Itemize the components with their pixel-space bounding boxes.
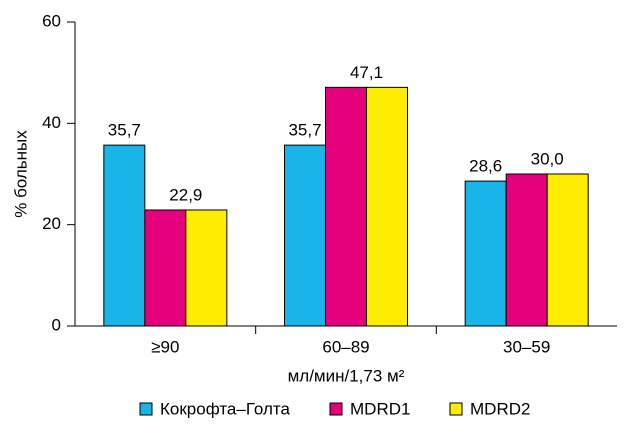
y-axis-label: % больных — [11, 130, 30, 218]
bar — [505, 173, 548, 327]
legend-label: Кокрофта–Голта — [160, 399, 290, 418]
bar — [284, 144, 326, 327]
value-label: 22,9 — [169, 185, 202, 204]
x-tick-label: 30–59 — [503, 337, 550, 356]
bar — [103, 144, 146, 327]
x-axis-label: мл/мин/1,73 м² — [288, 366, 405, 385]
bar — [325, 86, 367, 327]
y-tick-label: 40 — [42, 113, 61, 132]
value-label: 35,7 — [108, 121, 141, 140]
legend-swatch — [329, 402, 343, 416]
legend-label: MDRD2 — [470, 399, 530, 418]
bar — [185, 209, 228, 327]
legend-swatch — [139, 402, 153, 416]
value-label: 35,7 — [288, 121, 321, 140]
bar — [464, 180, 507, 327]
bar — [366, 86, 408, 327]
value-label: 30,0 — [531, 149, 564, 168]
y-tick-label: 20 — [42, 214, 61, 233]
legend-swatch — [449, 402, 463, 416]
value-label: 28,6 — [469, 157, 502, 176]
bar — [546, 173, 589, 327]
legend-label: MDRD1 — [350, 399, 410, 418]
y-tick-label: 60 — [42, 11, 61, 30]
x-tick-label: 60–89 — [322, 337, 369, 356]
x-tick-label: ≥90 — [151, 337, 179, 356]
y-tick-label: 0 — [52, 315, 61, 334]
value-label: 47,1 — [350, 63, 383, 82]
bar — [144, 209, 187, 327]
